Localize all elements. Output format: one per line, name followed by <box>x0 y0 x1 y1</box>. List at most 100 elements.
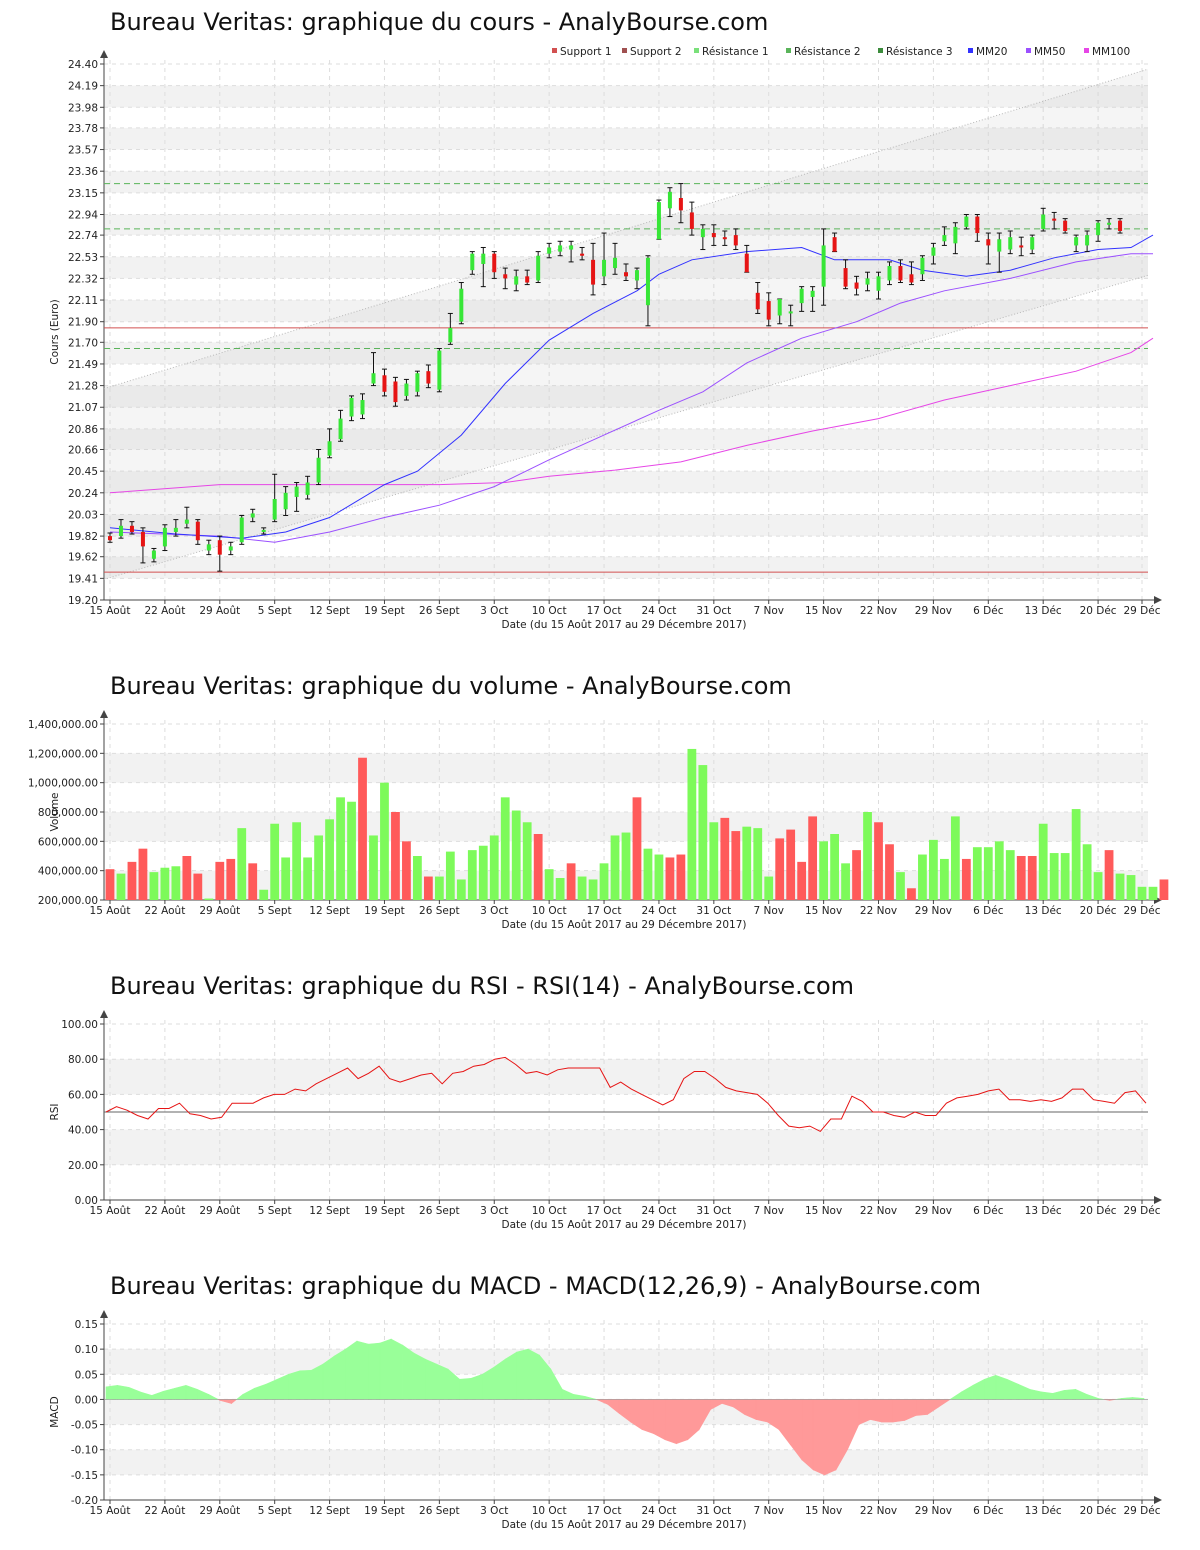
volume-bar <box>1005 850 1015 900</box>
macd-area <box>995 1374 1008 1400</box>
price-ytick-label: 19.20 <box>68 595 98 607</box>
price-ytick-label: 23.98 <box>68 102 98 114</box>
candle-body <box>700 228 705 238</box>
rsi-xtick-label: 24 Oct <box>642 1205 677 1217</box>
volume-xtick-label: 31 Oct <box>696 905 731 917</box>
macd-chart-panel: Bureau Veritas: graphique du MACD - MACD… <box>0 1260 1200 1550</box>
macd-area <box>892 1399 905 1423</box>
macd-area <box>1063 1389 1076 1400</box>
volume-band <box>104 753 1148 783</box>
candle-body <box>1096 222 1101 236</box>
rsi-xtick-label: 6 Déc <box>973 1205 1004 1217</box>
price-ytick-label: 23.36 <box>68 166 98 178</box>
price-xtick-label: 12 Sept <box>309 605 350 617</box>
rsi-xtick-label: 10 Oct <box>532 1205 567 1217</box>
volume-bar <box>347 801 356 900</box>
price-ytick-label: 20.86 <box>68 424 98 436</box>
legend-swatch <box>1084 48 1089 53</box>
candle-body <box>514 276 519 285</box>
legend-swatch <box>552 48 557 53</box>
volume-bar <box>808 816 818 900</box>
macd-area <box>915 1399 928 1416</box>
volume-bar <box>687 748 697 900</box>
rsi-line <box>105 1056 1147 1133</box>
candle-body <box>558 245 563 252</box>
volume-bar <box>1115 873 1125 900</box>
rsi-y-title: RSI <box>49 1103 61 1120</box>
candle-body <box>777 299 782 316</box>
price-ytick-label: 20.66 <box>68 445 98 457</box>
macd-xtick-label: 29 Août <box>199 1505 240 1517</box>
volume-bar <box>797 861 807 900</box>
volume-ytick-label: 400,000.00 <box>38 866 98 878</box>
candle-body <box>118 525 123 537</box>
candle-body <box>503 274 508 279</box>
candle-body <box>843 268 848 287</box>
macd-area <box>573 1394 586 1400</box>
price-band <box>104 171 1148 193</box>
candle-body <box>371 373 376 384</box>
volume-bar <box>599 863 609 900</box>
volume-bar <box>874 822 883 900</box>
macd-area <box>972 1378 985 1400</box>
price-xtick-label: 15 Août <box>90 605 131 617</box>
candle-body <box>173 527 178 532</box>
macd-area <box>561 1388 574 1400</box>
macd-area <box>253 1383 266 1400</box>
macd-area <box>687 1399 700 1441</box>
macd-xtick-label: 12 Sept <box>309 1505 350 1517</box>
macd-area <box>1041 1391 1054 1400</box>
volume-bar <box>731 831 741 900</box>
price-xtick-label: 29 Août <box>199 605 240 617</box>
macd-area <box>117 1384 130 1400</box>
rsi-xtick-label: 20 Déc <box>1080 1205 1117 1217</box>
candle-body <box>338 418 343 440</box>
volume-bar <box>753 828 763 900</box>
legend-swatch <box>1026 48 1031 53</box>
volume-xtick-label: 20 Déc <box>1080 905 1117 917</box>
volume-ytick-label: 200,000.00 <box>38 895 98 907</box>
macd-area <box>1018 1383 1031 1400</box>
price-band <box>104 127 1148 150</box>
macd-ytick-label: -0.20 <box>71 1495 98 1507</box>
candle-body <box>975 216 980 234</box>
price-ytick-label: 22.74 <box>68 230 98 242</box>
candle-body <box>755 292 760 310</box>
legend-swatch <box>878 48 883 53</box>
volume-bar <box>1016 856 1026 900</box>
rsi-xtick-label: 19 Sept <box>364 1205 405 1217</box>
macd-ytick-label: 0.10 <box>75 1344 98 1356</box>
price-xtick-label: 6 Déc <box>973 605 1004 617</box>
candle-body <box>656 202 661 240</box>
volume-bar <box>138 848 148 900</box>
trend-channel <box>104 69 1148 580</box>
volume-bar <box>171 866 181 900</box>
macd-y-title: MACD <box>49 1396 61 1427</box>
volume-bar <box>885 844 894 900</box>
macd-area <box>1086 1393 1099 1400</box>
macd-area <box>196 1388 209 1400</box>
volume-bar <box>1104 850 1114 900</box>
volume-xtick-label: 29 Août <box>199 905 240 917</box>
volume-bar <box>994 841 1004 900</box>
volume-bar <box>764 876 774 900</box>
macd-area <box>1052 1389 1065 1400</box>
macd-area <box>242 1387 255 1400</box>
price-xtick-label: 24 Oct <box>642 605 677 617</box>
price-ytick-label: 20.45 <box>68 466 98 478</box>
macd-ytick-label: -0.15 <box>71 1470 98 1482</box>
macd-xtick-label: 29 Nov <box>915 1505 952 1517</box>
volume-bar <box>413 856 422 900</box>
candle-body <box>887 266 892 281</box>
macd-area <box>185 1384 198 1400</box>
volume-bar <box>819 841 829 900</box>
price-ytick-label: 22.94 <box>68 209 98 221</box>
volume-bar <box>467 850 477 900</box>
volume-xtick-label: 5 Sept <box>258 905 292 917</box>
candle-body <box>953 226 958 244</box>
volume-bar <box>270 823 280 900</box>
macd-ytick-label: 0.05 <box>75 1369 98 1381</box>
macd-area <box>1006 1378 1019 1400</box>
rsi-xtick-label: 29 Août <box>199 1205 240 1217</box>
volume-bar <box>676 854 686 900</box>
